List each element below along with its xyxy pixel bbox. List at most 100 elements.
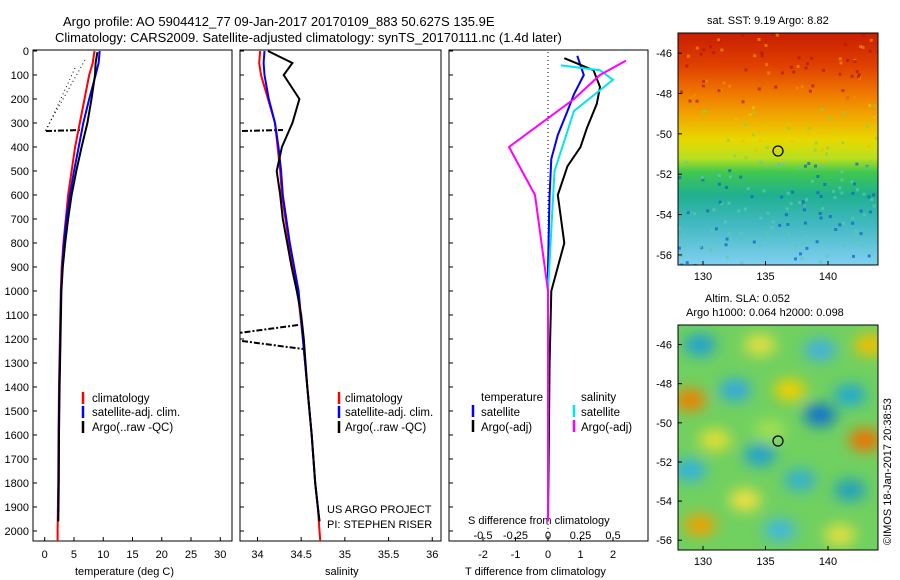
sst-speckle xyxy=(872,204,876,208)
salinity-series xyxy=(240,50,322,541)
difference-xtick-label: 0 xyxy=(545,549,551,561)
sst-speckle xyxy=(867,254,871,258)
sst-speckle xyxy=(747,127,751,131)
sst-speckle xyxy=(782,163,786,167)
sst-speckle xyxy=(746,237,750,241)
sst-speckle xyxy=(842,111,846,115)
sst-speckle xyxy=(725,186,729,189)
depth-tick-label: 200 xyxy=(11,94,29,106)
sst-speckle xyxy=(822,159,826,163)
temperature-xtick-label: 30 xyxy=(214,549,226,561)
sst-speckle xyxy=(777,164,780,168)
sst-map-title: sat. SST: 9.19 Argo: 8.82 xyxy=(707,15,829,27)
depth-tick-label: 1100 xyxy=(5,310,29,322)
salinity-difference-tick-label: 0.25 xyxy=(570,530,591,542)
sst-speckle xyxy=(727,201,731,205)
sst-speckle xyxy=(787,122,790,126)
sst-speckle xyxy=(796,65,800,68)
depth-tick-label: 800 xyxy=(11,238,29,250)
difference-xtick-label: 2 xyxy=(610,549,616,561)
sst-speckle xyxy=(765,63,769,67)
sst-speckle xyxy=(744,68,748,72)
sst-speckle xyxy=(688,99,692,103)
sla-ytick-label: -48 xyxy=(656,379,672,391)
sla-eddy xyxy=(678,389,706,411)
sst-speckle xyxy=(766,211,770,215)
sla-eddy xyxy=(744,334,776,356)
sla-eddy xyxy=(804,339,836,361)
sst-yticks: -46 -48 -50 -52 -54 -56 xyxy=(656,48,682,262)
temperature-xtick-label: 15 xyxy=(126,549,138,561)
sst-speckle xyxy=(767,71,771,75)
sst-speckle xyxy=(840,178,844,182)
sst-speckle xyxy=(851,191,855,195)
sst-speckle xyxy=(764,44,768,47)
difference-xtick-label: -2 xyxy=(478,549,488,561)
sst-speckle xyxy=(843,244,846,248)
sst-speckle xyxy=(680,125,684,129)
sst-speckle xyxy=(791,190,795,194)
sst-speckle xyxy=(741,100,745,104)
sst-speckle xyxy=(717,89,721,93)
sst-speckle xyxy=(743,207,747,211)
sst-speckle xyxy=(857,73,861,77)
sst-speckle xyxy=(686,211,690,215)
sst-speckle xyxy=(780,195,784,199)
sst-speckle xyxy=(739,231,743,235)
sla-eddy xyxy=(824,524,856,546)
temperature-difference-ticks: -2 -1 0 1 2 xyxy=(478,537,616,561)
sst-speckle xyxy=(805,246,809,250)
sst-speckle xyxy=(728,175,732,179)
sst-speckle xyxy=(865,165,869,169)
sla-eddy xyxy=(719,379,751,401)
sst-speckle xyxy=(678,226,682,230)
sst-speckle xyxy=(727,232,731,235)
header-subtitle: Climatology: CARS2009. Satellite-adjuste… xyxy=(55,30,562,45)
sst-speckle xyxy=(771,220,775,224)
sst-speckle xyxy=(722,81,726,85)
sst-speckle xyxy=(785,207,789,211)
sst-speckle xyxy=(793,244,797,248)
sst-speckle xyxy=(868,104,872,108)
sst-speckle xyxy=(829,117,833,121)
sst-xtick-label: 135 xyxy=(756,271,774,283)
sla-eddy xyxy=(849,429,878,451)
sst-heatmap xyxy=(677,32,879,266)
sst-speckle xyxy=(766,235,770,239)
argo-position-marker xyxy=(772,145,784,157)
temperature-xtick-label: 10 xyxy=(97,549,109,561)
sst-speckle xyxy=(859,45,863,49)
sst-speckle xyxy=(689,96,693,100)
sst-speckle xyxy=(763,101,767,105)
sst-speckle xyxy=(734,117,738,121)
sst-speckle xyxy=(801,200,805,204)
sst-ytick-label: -54 xyxy=(656,210,672,222)
depth-tick-label: 2000 xyxy=(5,526,29,538)
difference-xtick-label: 1 xyxy=(577,549,583,561)
salinity-axes xyxy=(239,49,442,542)
sst-speckle xyxy=(728,84,732,88)
salinity-difference-tick-label: -0.5 xyxy=(474,530,493,542)
sst-speckle xyxy=(802,208,806,212)
difference-line-3 xyxy=(507,59,627,522)
depth-tick-label: 100 xyxy=(11,70,29,82)
sst-speckle xyxy=(740,261,744,265)
sst-speckle xyxy=(786,223,790,226)
sst-xticks: 130 135 140 xyxy=(694,261,837,283)
sst-speckle xyxy=(737,209,741,213)
sst-speckle xyxy=(746,187,750,191)
legend-label-temperature-argo: Argo(-adj) xyxy=(481,422,532,434)
sst-speckle xyxy=(781,71,784,75)
sst-speckle xyxy=(819,194,823,198)
sla-eddy xyxy=(744,444,776,466)
sst-speckle xyxy=(861,45,865,49)
depth-tick-label: 1400 xyxy=(5,382,29,394)
sst-speckle xyxy=(790,139,794,143)
imos-timestamp: ©IMOS 18-Jan-2017 20:38:53 xyxy=(882,398,894,545)
sla-eddy xyxy=(854,334,878,356)
sst-speckle xyxy=(703,109,707,113)
sst-speckle xyxy=(816,175,820,178)
sst-speckle xyxy=(751,106,755,110)
sst-speckle xyxy=(867,144,871,148)
